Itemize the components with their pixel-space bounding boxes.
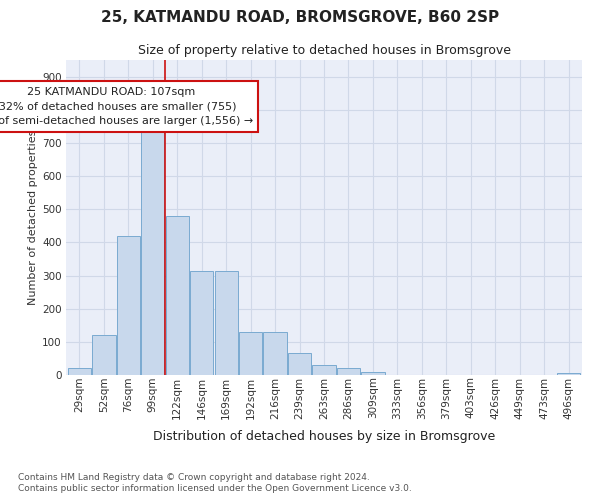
Bar	[117, 236, 140, 375]
Title: Size of property relative to detached houses in Bromsgrove: Size of property relative to detached ho…	[137, 44, 511, 58]
Bar	[557, 372, 580, 375]
Bar	[337, 368, 360, 375]
Bar	[92, 335, 116, 375]
Text: 25 KATMANDU ROAD: 107sqm
← 32% of detached houses are smaller (755)
67% of semi-: 25 KATMANDU ROAD: 107sqm ← 32% of detach…	[0, 86, 253, 126]
Bar	[239, 332, 262, 375]
Bar	[313, 365, 335, 375]
Bar	[190, 270, 214, 375]
Text: Contains public sector information licensed under the Open Government Licence v3: Contains public sector information licen…	[18, 484, 412, 493]
Bar	[361, 372, 385, 375]
Bar	[263, 332, 287, 375]
Text: Contains HM Land Registry data © Crown copyright and database right 2024.: Contains HM Land Registry data © Crown c…	[18, 472, 370, 482]
Bar	[288, 354, 311, 375]
Text: 25, KATMANDU ROAD, BROMSGROVE, B60 2SP: 25, KATMANDU ROAD, BROMSGROVE, B60 2SP	[101, 10, 499, 25]
Bar	[68, 368, 91, 375]
Bar	[215, 270, 238, 375]
Bar	[166, 216, 189, 375]
X-axis label: Distribution of detached houses by size in Bromsgrove: Distribution of detached houses by size …	[153, 430, 495, 442]
Bar	[141, 132, 164, 375]
Y-axis label: Number of detached properties: Number of detached properties	[28, 130, 38, 305]
